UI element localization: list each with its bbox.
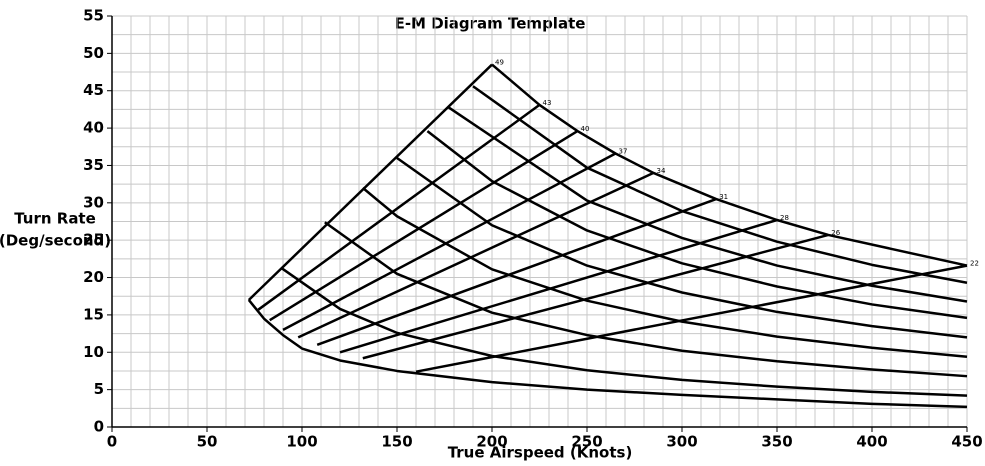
- annotation: 40: [581, 125, 590, 133]
- curve: [362, 186, 968, 359]
- annotation: 49: [495, 59, 504, 67]
- curve: [269, 130, 579, 322]
- y-axis-label: (Deg/second): [0, 232, 111, 250]
- x-tick-label: 250: [571, 433, 602, 451]
- y-tick-label: 20: [83, 268, 104, 286]
- curve: [472, 85, 968, 285]
- y-tick-label: 45: [83, 81, 104, 99]
- y-tick-label: 35: [83, 156, 104, 174]
- x-tick-label: 150: [381, 433, 412, 451]
- annotation: 37: [619, 147, 628, 155]
- x-tick-label: 400: [856, 433, 887, 451]
- x-tick-label: 350: [761, 433, 792, 451]
- curve: [362, 233, 829, 360]
- curve: [297, 171, 655, 339]
- x-tick-label: 300: [666, 433, 697, 451]
- x-tick-label: 200: [476, 433, 507, 451]
- y-tick-label: 5: [94, 380, 104, 398]
- curve: [316, 197, 717, 346]
- x-tick-label: 450: [951, 433, 982, 451]
- x-tick-label: 50: [197, 433, 218, 451]
- x-axis-label: True Airspeed (Knots): [448, 444, 633, 462]
- y-tick-label: 15: [83, 305, 104, 323]
- curve: [257, 103, 541, 311]
- annotation: 28: [780, 214, 789, 222]
- curve: [491, 63, 968, 267]
- annotation: 31: [719, 193, 728, 201]
- y-tick-label: 10: [83, 343, 104, 361]
- curve: [324, 221, 968, 378]
- y-tick-label: 0: [94, 418, 104, 436]
- curve: [247, 299, 968, 409]
- annotation: 22: [970, 260, 979, 268]
- y-tick-label: 50: [83, 44, 104, 62]
- annotation: 34: [657, 167, 666, 175]
- curve: [280, 266, 968, 397]
- y-tick-label: 25: [83, 231, 104, 249]
- y-axis-label: Turn Rate: [14, 210, 96, 228]
- y-tick-label: 40: [83, 119, 104, 137]
- y-tick-label: 55: [83, 7, 104, 25]
- x-tick-label: 0: [107, 433, 117, 451]
- curve: [415, 264, 968, 373]
- chart-title: E-M Diagram Template: [395, 15, 586, 33]
- curve: [247, 63, 493, 301]
- curve: [396, 156, 968, 339]
- y-tick-label: 30: [83, 193, 104, 211]
- curve: [426, 130, 968, 320]
- curve: [339, 218, 778, 354]
- x-tick-label: 100: [286, 433, 317, 451]
- curve: [282, 152, 617, 331]
- annotation: 43: [543, 99, 552, 107]
- annotation: 26: [831, 229, 840, 237]
- curve: [447, 106, 968, 303]
